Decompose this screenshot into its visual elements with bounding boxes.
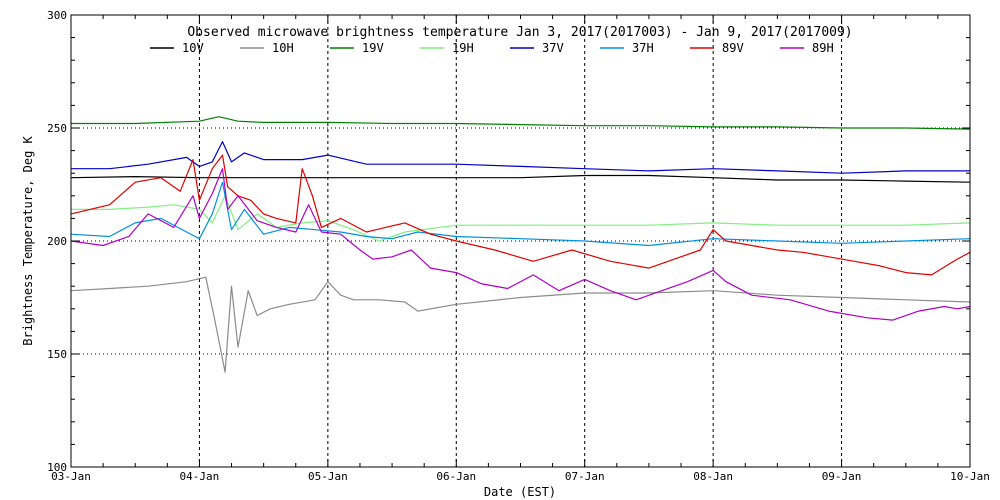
chart-title: Observed microwave brightness temperatur… [187, 25, 852, 40]
legend-label-10h: 10H [272, 41, 294, 55]
x-axis-label: Date (EST) [484, 485, 556, 499]
legend-label-89h: 89H [812, 41, 834, 55]
y-tick-label: 300 [47, 9, 67, 22]
y-tick-label: 200 [47, 235, 67, 248]
x-tick-label: 04-Jan [180, 470, 220, 483]
legend-label-37h: 37H [632, 41, 654, 55]
x-tick-label: 06-Jan [436, 470, 476, 483]
series-line-19v [71, 116, 971, 130]
y-tick-label: 250 [47, 122, 67, 135]
series-line-10v [70, 174, 971, 183]
legend-label-19h: 19H [452, 41, 474, 55]
series-line-10h [70, 276, 971, 373]
series-line-37h [70, 181, 971, 247]
legend-label-37v: 37V [542, 41, 564, 55]
x-tick-label: 03-Jan [51, 470, 91, 483]
x-tick-label: 09-Jan [822, 470, 862, 483]
series-line-19h [71, 195, 971, 242]
legend-label-89v: 89V [722, 41, 744, 55]
plot-area [70, 116, 971, 373]
legend-label-19v: 19V [362, 41, 384, 55]
x-tick-label: 07-Jan [565, 470, 605, 483]
legend: 10V 10H 19V 19H 37V 37H 89V 89H [150, 41, 834, 55]
y-axis-label: Brightness Temperature, Deg K [21, 135, 35, 345]
series-line-89h [70, 168, 971, 321]
y-tick-label: 100 [47, 461, 67, 474]
series-line-89v [70, 154, 971, 276]
axes: 100 150 200 250 300 03-Jan 04-Jan 05-Jan 06-Jan 0… [47, 9, 990, 483]
x-tick-label: 10-Jan [950, 470, 990, 483]
series-line-37v [71, 141, 970, 174]
legend-label-10v: 10V [182, 41, 204, 55]
x-tick-label: 05-Jan [308, 470, 348, 483]
y-tick-label: 150 [47, 348, 67, 361]
x-tick-label: 08-Jan [693, 470, 733, 483]
